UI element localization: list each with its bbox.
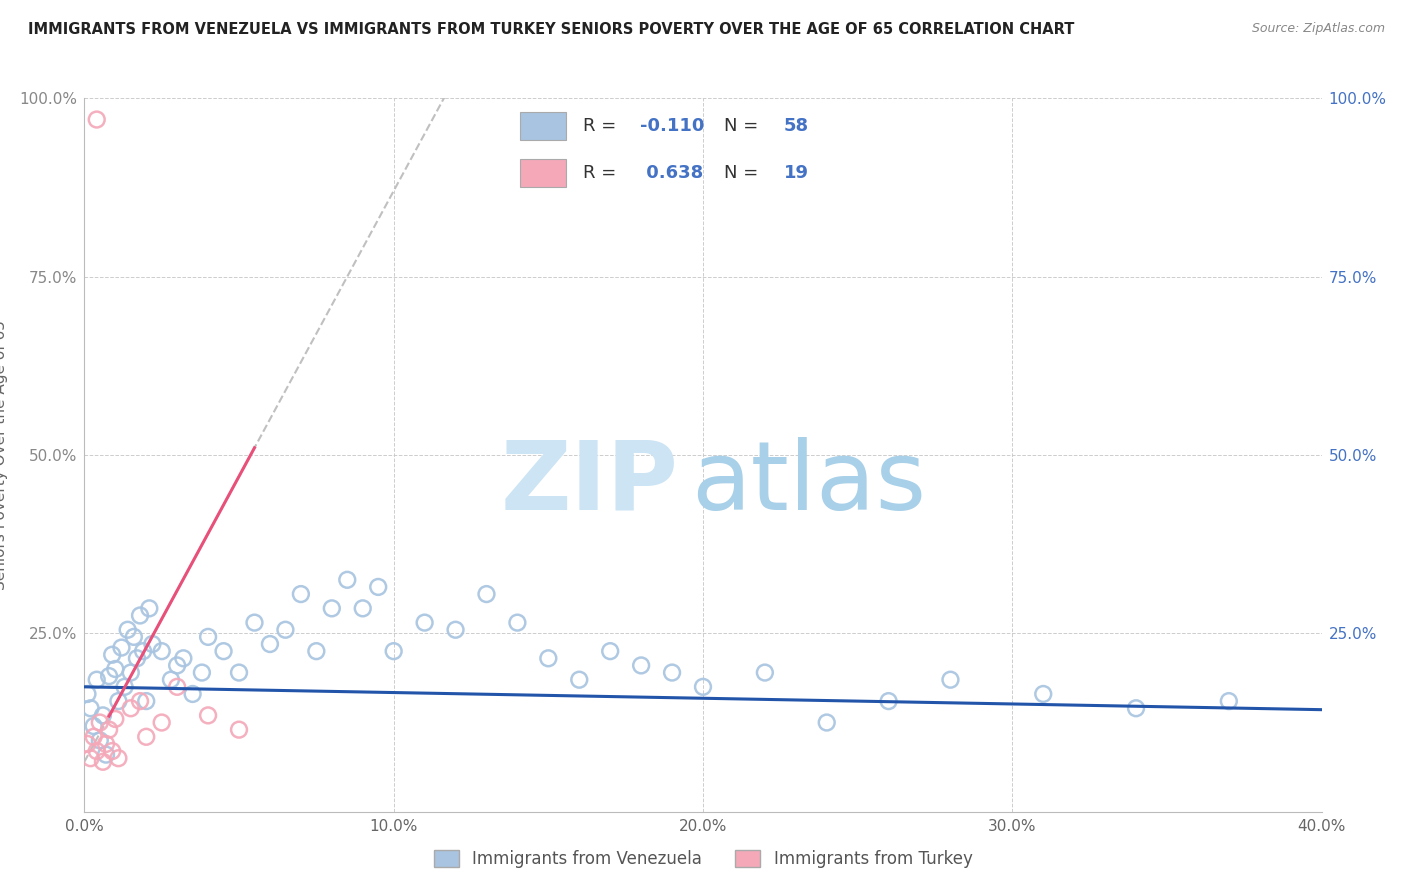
Point bbox=[76, 737, 98, 751]
Point bbox=[228, 723, 250, 737]
Point bbox=[181, 687, 204, 701]
Point bbox=[150, 715, 173, 730]
Point bbox=[129, 608, 152, 623]
Point bbox=[107, 751, 129, 765]
Point bbox=[815, 715, 838, 730]
Point bbox=[321, 601, 343, 615]
Point bbox=[135, 694, 157, 708]
Point bbox=[166, 680, 188, 694]
Point bbox=[290, 587, 312, 601]
Point bbox=[132, 644, 155, 658]
Point bbox=[568, 673, 591, 687]
Text: 58: 58 bbox=[785, 117, 808, 135]
Legend: Immigrants from Venezuela, Immigrants from Turkey: Immigrants from Venezuela, Immigrants fr… bbox=[427, 843, 979, 875]
Point bbox=[94, 747, 117, 762]
Text: ZIP: ZIP bbox=[501, 437, 678, 530]
Text: R =: R = bbox=[583, 164, 623, 182]
Y-axis label: Seniors Poverty Over the Age of 65: Seniors Poverty Over the Age of 65 bbox=[0, 320, 8, 590]
Point bbox=[117, 623, 139, 637]
Point bbox=[91, 755, 114, 769]
Point bbox=[86, 112, 108, 127]
Point bbox=[110, 640, 132, 655]
Text: atlas: atlas bbox=[690, 437, 925, 530]
Point bbox=[877, 694, 900, 708]
Point bbox=[506, 615, 529, 630]
Text: IMMIGRANTS FROM VENEZUELA VS IMMIGRANTS FROM TURKEY SENIORS POVERTY OVER THE AGE: IMMIGRANTS FROM VENEZUELA VS IMMIGRANTS … bbox=[28, 22, 1074, 37]
Point bbox=[98, 669, 121, 683]
Point bbox=[274, 623, 297, 637]
Point bbox=[1032, 687, 1054, 701]
Point bbox=[138, 601, 160, 615]
Point bbox=[630, 658, 652, 673]
Point bbox=[120, 665, 142, 680]
Point bbox=[444, 623, 467, 637]
Point bbox=[122, 630, 145, 644]
Point bbox=[1218, 694, 1240, 708]
Point bbox=[101, 648, 124, 662]
FancyBboxPatch shape bbox=[520, 159, 565, 187]
Point bbox=[692, 680, 714, 694]
Text: N =: N = bbox=[724, 164, 763, 182]
Point bbox=[228, 665, 250, 680]
Point bbox=[104, 712, 127, 726]
Point bbox=[939, 673, 962, 687]
Text: N =: N = bbox=[724, 117, 763, 135]
Point bbox=[86, 744, 108, 758]
Point bbox=[172, 651, 194, 665]
Point bbox=[89, 715, 111, 730]
Point bbox=[197, 630, 219, 644]
Point bbox=[166, 658, 188, 673]
Point bbox=[76, 687, 98, 701]
Point bbox=[91, 708, 114, 723]
Point bbox=[197, 708, 219, 723]
FancyBboxPatch shape bbox=[520, 112, 565, 140]
Point bbox=[599, 644, 621, 658]
Text: Source: ZipAtlas.com: Source: ZipAtlas.com bbox=[1251, 22, 1385, 36]
Point bbox=[104, 662, 127, 676]
Point bbox=[125, 651, 148, 665]
Point bbox=[120, 701, 142, 715]
Point bbox=[141, 637, 163, 651]
Point bbox=[1125, 701, 1147, 715]
Point bbox=[367, 580, 389, 594]
Point bbox=[475, 587, 498, 601]
Text: 0.638: 0.638 bbox=[640, 164, 703, 182]
Point bbox=[107, 694, 129, 708]
Point bbox=[259, 637, 281, 651]
Point bbox=[191, 665, 214, 680]
Point bbox=[114, 680, 136, 694]
Point bbox=[135, 730, 157, 744]
Point bbox=[101, 744, 124, 758]
Point bbox=[83, 730, 105, 744]
Point bbox=[413, 615, 436, 630]
Text: 19: 19 bbox=[785, 164, 808, 182]
Point bbox=[754, 665, 776, 680]
Point bbox=[243, 615, 266, 630]
Point bbox=[89, 733, 111, 747]
Point bbox=[129, 694, 152, 708]
Point bbox=[86, 673, 108, 687]
Point bbox=[212, 644, 235, 658]
Point bbox=[98, 723, 121, 737]
Point bbox=[352, 601, 374, 615]
Point bbox=[537, 651, 560, 665]
Point bbox=[336, 573, 359, 587]
Text: -0.110: -0.110 bbox=[640, 117, 704, 135]
Point bbox=[160, 673, 183, 687]
Point bbox=[661, 665, 683, 680]
Point bbox=[150, 644, 173, 658]
Point bbox=[94, 737, 117, 751]
Point bbox=[305, 644, 328, 658]
Point bbox=[79, 701, 101, 715]
Point bbox=[382, 644, 405, 658]
Text: R =: R = bbox=[583, 117, 623, 135]
Point bbox=[79, 751, 101, 765]
Point bbox=[83, 719, 105, 733]
